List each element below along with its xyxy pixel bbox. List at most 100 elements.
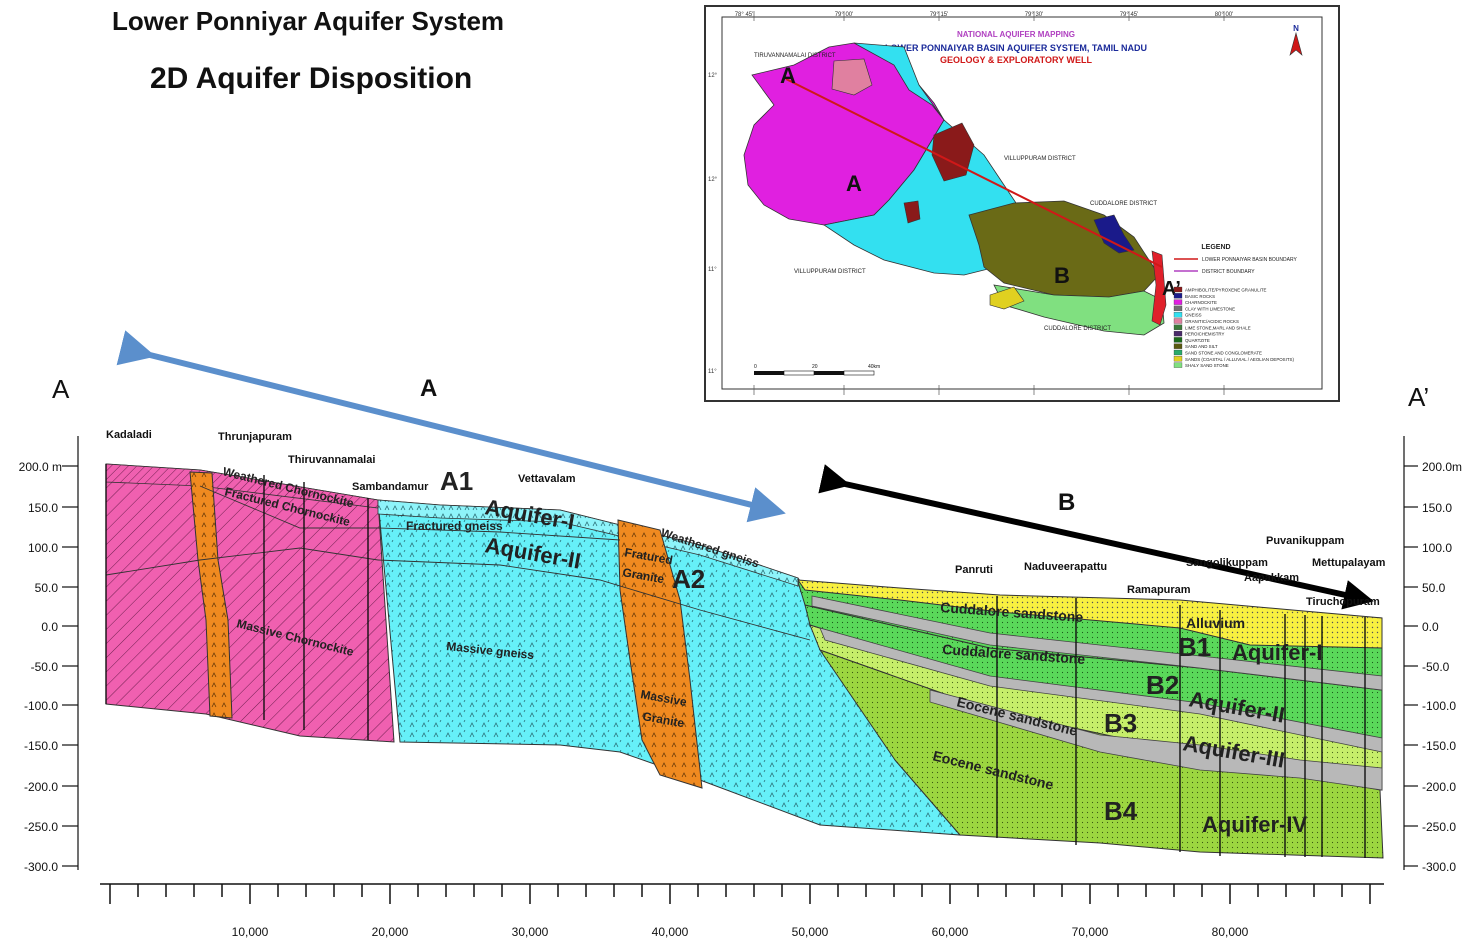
scale-label: 0	[754, 364, 757, 370]
district-label: TIRUVANNAMALAI DISTRICT	[754, 53, 836, 59]
elev-right-label: 200.0m	[1422, 460, 1462, 474]
elevation-labels-right: 200.0m 150.0 100.0 50.0 0.0 -50.0 -100.0…	[1422, 460, 1462, 874]
map-letter: A	[780, 63, 796, 88]
section-end-right: A’	[1408, 382, 1429, 412]
elev-right-label: -200.0	[1422, 780, 1456, 794]
elev-right-label: -50.0	[1422, 660, 1450, 674]
map-district-labels: TIRUVANNAMALAI DISTRICT VILLUPPURAM DIST…	[754, 53, 1157, 332]
elev-left-label: -100.0	[24, 699, 58, 713]
district-label: VILLUPPURAM DISTRICT	[1004, 156, 1076, 162]
elev-right-label: 0.0	[1422, 620, 1439, 634]
map-header-1: NATIONAL AQUIFER MAPPING	[957, 30, 1075, 39]
village-label: Sambandamur	[352, 481, 429, 493]
distance-label: 40,000	[652, 925, 689, 939]
map-lon-label: 79° 00'	[835, 12, 854, 18]
basic-rocks-region	[1093, 214, 1135, 254]
legend-item-label: AMPHIBOLITE/PYROXENE GRANULITE	[1185, 288, 1267, 293]
map-lon-label: 79° 30'	[1025, 12, 1044, 18]
map-lon-label: 79° 45'	[1120, 12, 1139, 18]
elev-left-label: -150.0	[24, 739, 58, 753]
village-label: Puvanikuppam	[1266, 535, 1344, 547]
legend-line-label: LOWER PONNAIYAR BASIN BOUNDARY	[1202, 257, 1297, 263]
elevation-axis-left	[62, 436, 79, 870]
coastal-strip-region	[1151, 250, 1167, 326]
clay-band-middle	[819, 627, 1383, 753]
village-label: Vettavalam	[518, 473, 576, 485]
legend-line-label: DISTRICT BOUNDARY	[1202, 269, 1255, 275]
elev-left-label: -300.0	[24, 860, 58, 874]
legend-item-label: CHARNOCKITE	[1185, 300, 1217, 305]
legend-swatch	[1173, 356, 1183, 362]
elev-left-label: 50.0	[35, 581, 59, 595]
aquifer-label: B3	[1104, 708, 1137, 738]
elev-right-label: -300.0	[1422, 860, 1456, 874]
map-lat-label: 11°	[708, 267, 717, 273]
legend-swatch	[1173, 362, 1183, 368]
title-line-1: Lower Ponniyar Aquifer System	[112, 6, 505, 36]
village-label: Thiruvannamalai	[288, 454, 375, 466]
elev-left-label: -50.0	[31, 660, 59, 674]
unit-label: Fractured gneiss	[406, 519, 503, 533]
legend-swatch	[1173, 349, 1183, 356]
legend-item-label: SAND AND SILT	[1185, 344, 1218, 349]
village-label: Naduveerapattu	[1024, 561, 1107, 573]
district-label: CUDDALORE DISTRICT	[1090, 201, 1157, 207]
aquifer-label: Aquifer-IV	[1202, 812, 1307, 837]
inset-map: 78° 45' 79° 00' 79° 15' 79° 30' 79° 45' …	[704, 5, 1340, 402]
legend-swatch	[1173, 330, 1183, 337]
legend-item-label: CLAY WITH LIMESTONE	[1185, 306, 1235, 311]
elev-left-label: 0.0	[41, 620, 58, 634]
map-lon-label: 80° 00'	[1215, 12, 1234, 18]
map-lat-label: 12°	[708, 177, 718, 183]
legend-item-label: SANDS (COASTAL / ALLUVIAL / AEOLIAN DEPO…	[1185, 357, 1294, 362]
elev-right-label: 100.0	[1422, 541, 1452, 555]
well-lines	[105, 464, 1366, 858]
legend-swatch	[1173, 286, 1183, 293]
map-lon-label: 79° 15'	[930, 12, 949, 18]
village-label: Mettupalayam	[1312, 557, 1386, 569]
distance-labels: 10,000 20,000 30,000 40,000 50,000 60,00…	[232, 925, 1249, 939]
legend-item-label: GRANITIC/ACIDIC ROCKS	[1185, 319, 1239, 324]
map-latitude-labels: 12° 12° 11° 11°	[708, 73, 718, 375]
elev-left-label: -200.0	[24, 780, 58, 794]
shaly-sandstone-region	[993, 284, 1165, 336]
distance-label: 50,000	[792, 925, 829, 939]
legend-item-label: GNEISS	[1185, 313, 1202, 318]
distance-label: 30,000	[512, 925, 549, 939]
granite-dyke-centre	[617, 519, 703, 789]
unit-label: Alluvium	[1186, 615, 1245, 631]
legend-item-label: BASIC ROCKS	[1185, 294, 1215, 299]
section-line	[785, 78, 1163, 268]
aquifer-label: B2	[1146, 670, 1179, 700]
aquifer-label: B1	[1178, 632, 1211, 662]
village-labels: Kadaladi Thrunjapuram Thiruvannamalai Sa…	[106, 429, 1386, 608]
district-label: VILLUPPURAM DISTRICT	[794, 269, 866, 275]
legend-item-label: SAND STONE AND CONGLOMERATE	[1185, 351, 1262, 356]
zone-b-arrow	[818, 464, 1374, 610]
map-lat-label: 12°	[708, 73, 718, 79]
aquifer-label: B4	[1104, 796, 1138, 826]
legend-swatch	[1173, 343, 1183, 349]
distance-label: 60,000	[932, 925, 969, 939]
title-line-2: 2D Aquifer Disposition	[150, 62, 473, 95]
elev-right-label: 150.0	[1422, 501, 1452, 515]
map-longitude-labels: 78° 45' 79° 00' 79° 15' 79° 30' 79° 45' …	[735, 12, 1234, 18]
map-lon-label: 78° 45'	[735, 12, 754, 18]
map-letter: A	[846, 171, 862, 196]
village-label: Tiruchopuram	[1306, 596, 1380, 608]
map-legend: LEGEND LOWER PONNAIYAR BASIN BOUNDARY DIS…	[1173, 244, 1297, 368]
elev-left-label: -250.0	[24, 820, 58, 834]
aquifer-label: A1	[440, 466, 473, 496]
distance-label: 20,000	[372, 925, 409, 939]
elev-right-label: -100.0	[1422, 699, 1456, 713]
granite-pink-region	[831, 58, 873, 96]
amphibolite-region	[931, 122, 975, 182]
elev-left-label: 200.0 m	[19, 460, 62, 474]
map-lat-label: 11°	[708, 369, 717, 375]
scale-label: 40km	[868, 364, 880, 370]
legend-item-label: QUARTZITE	[1185, 338, 1210, 343]
district-label: CUDDALORE DISTRICT	[1044, 326, 1111, 332]
north-arrow-icon: N	[1289, 24, 1303, 56]
village-label: Aapakkam	[1244, 572, 1299, 584]
